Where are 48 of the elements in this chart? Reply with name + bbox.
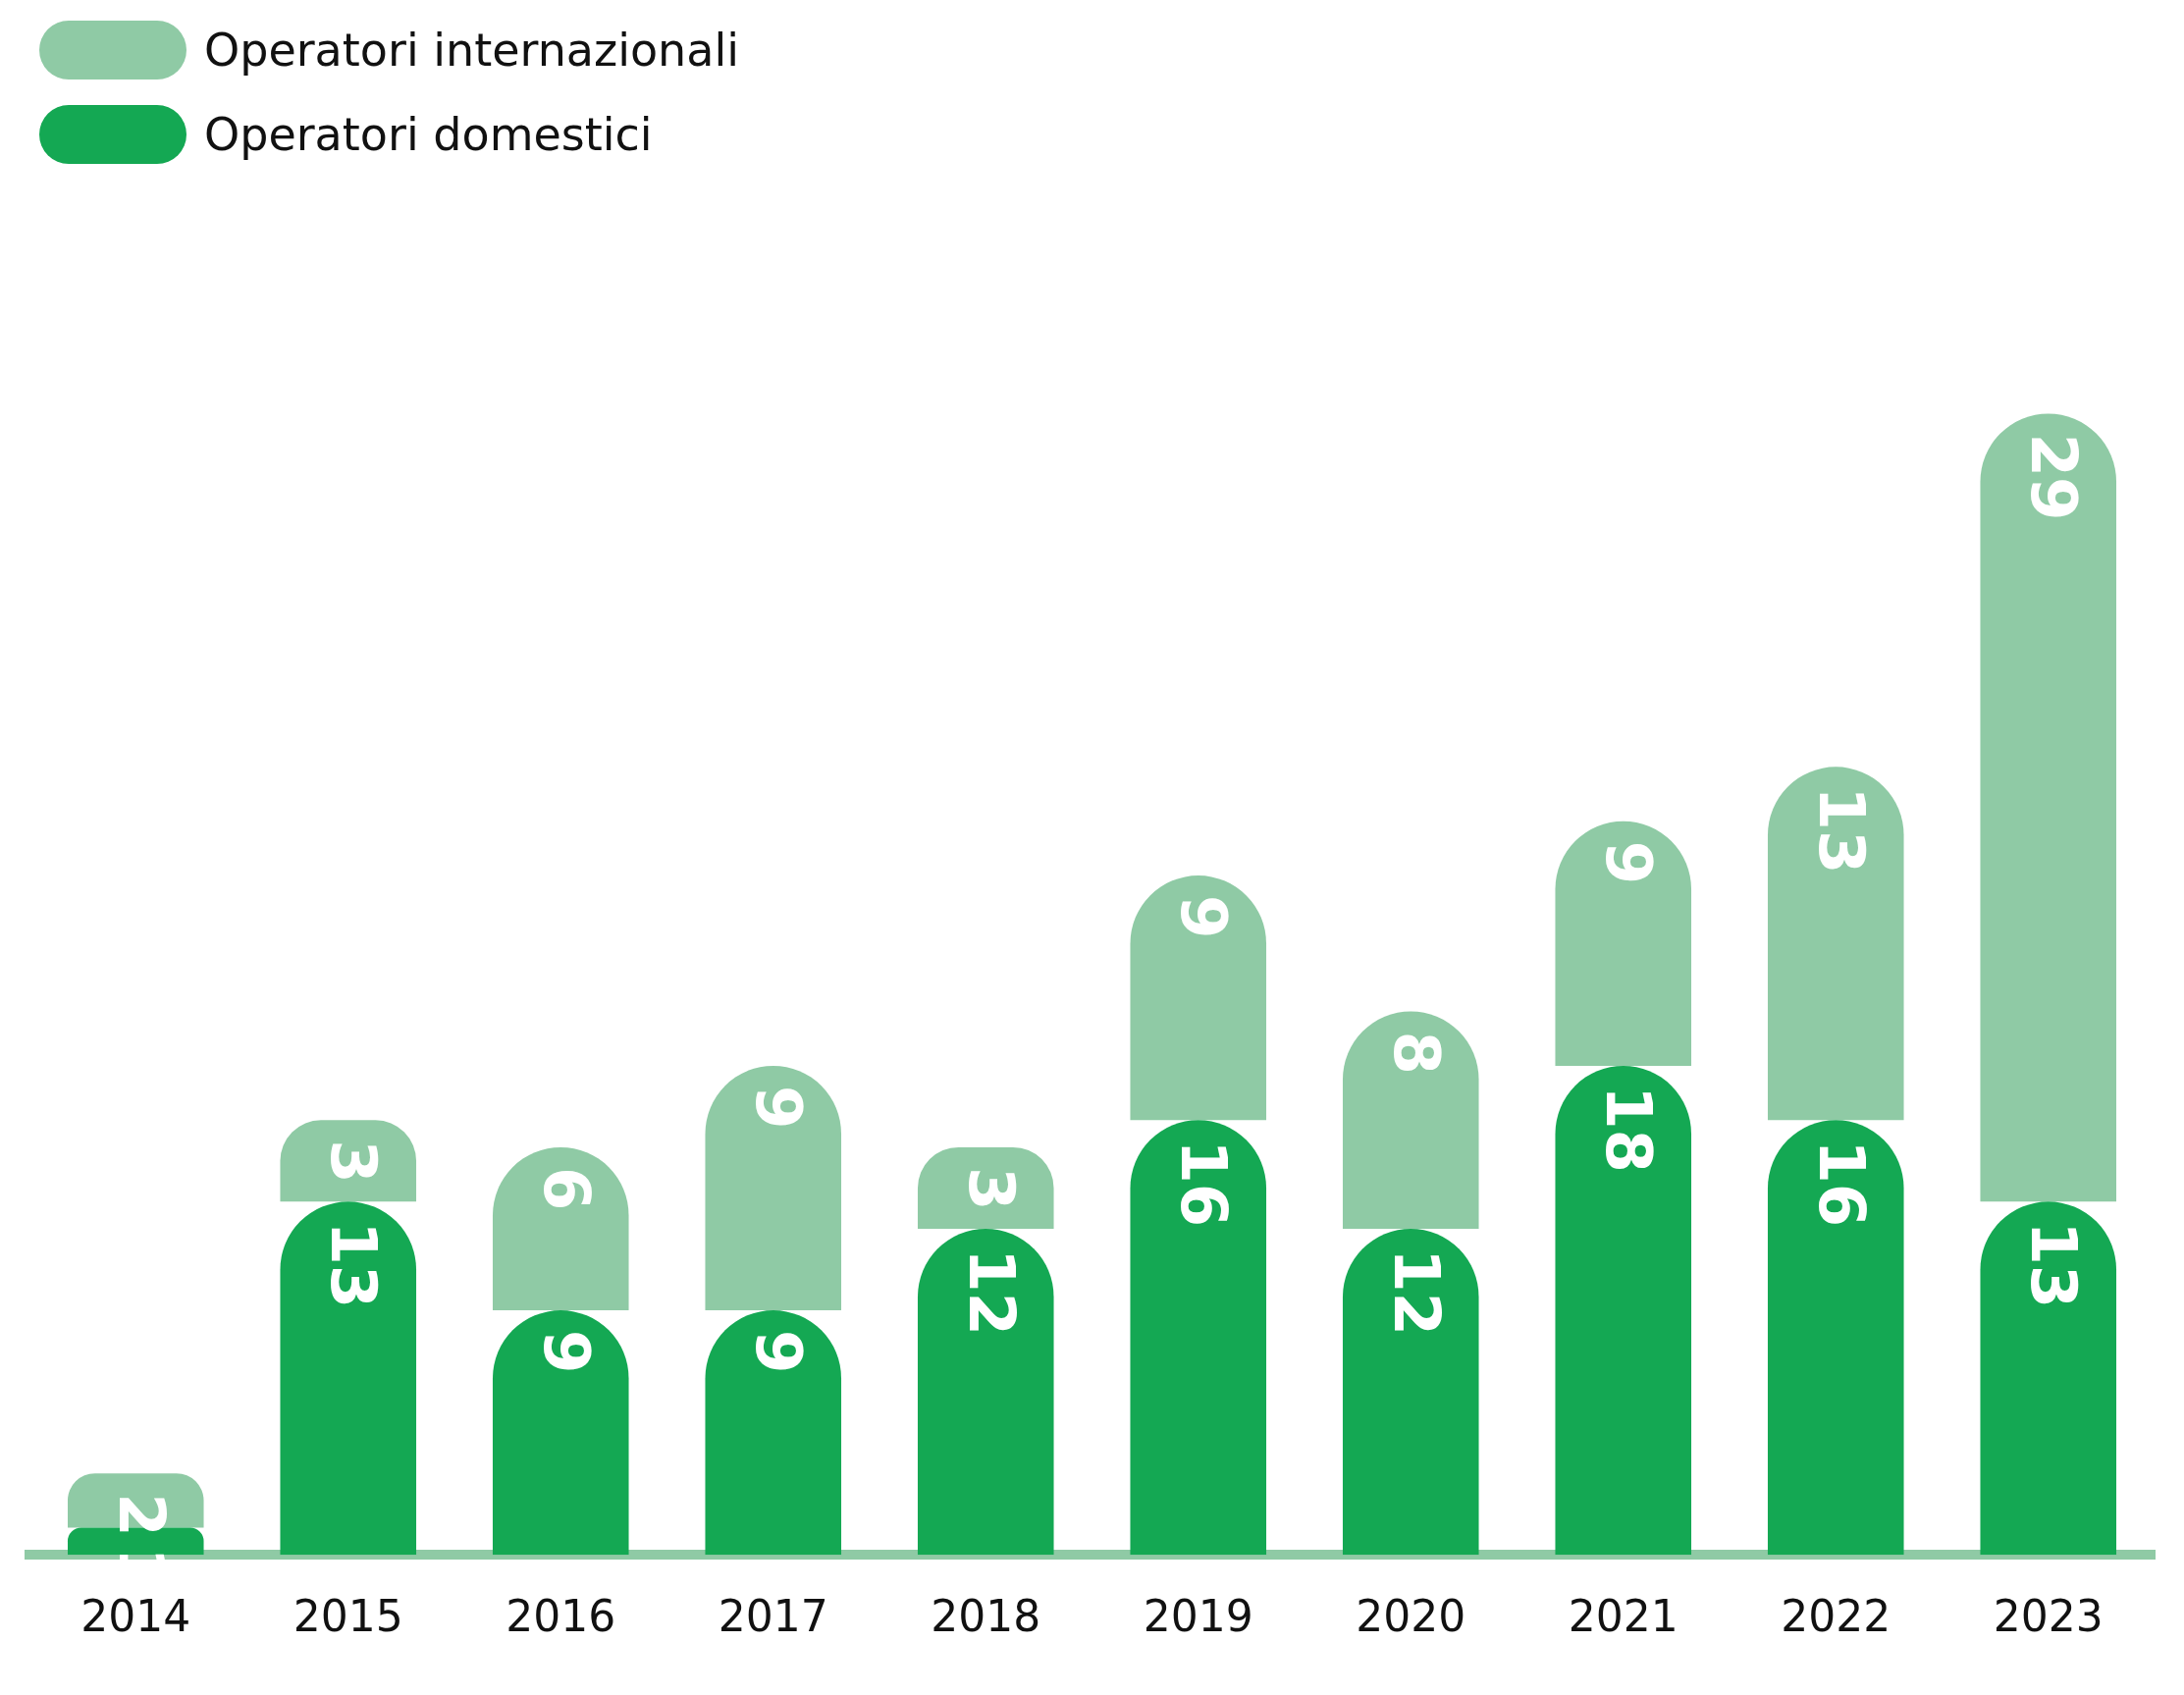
bar bbox=[917, 1146, 1054, 1229]
x-tick-label: 2020 bbox=[1356, 1591, 1466, 1642]
bar bbox=[280, 1120, 417, 1202]
bar bbox=[280, 1201, 417, 1556]
bar bbox=[1555, 1065, 1692, 1556]
data-label: 9 bbox=[742, 1330, 816, 1374]
x-tick-label: 2016 bbox=[506, 1591, 616, 1642]
x-tick-label: 2017 bbox=[718, 1591, 828, 1642]
bar bbox=[705, 1310, 842, 1556]
bar bbox=[1342, 1011, 1479, 1229]
data-label: 13 bbox=[2017, 1221, 2091, 1309]
data-label: 2 bbox=[104, 1493, 178, 1537]
bar bbox=[1130, 875, 1267, 1121]
x-tick-label: 2018 bbox=[931, 1591, 1041, 1642]
data-label: 9 bbox=[1167, 895, 1241, 939]
data-label: 9 bbox=[1592, 840, 1666, 885]
data-label: 13 bbox=[1804, 786, 1878, 874]
data-label: 29 bbox=[2017, 433, 2091, 521]
legend-label: Operatori internazionali bbox=[204, 24, 739, 77]
data-label: 6 bbox=[529, 1166, 603, 1211]
x-tick-label: 2021 bbox=[1568, 1591, 1678, 1642]
bar bbox=[1555, 821, 1692, 1066]
x-tick-label: 2019 bbox=[1143, 1591, 1253, 1642]
data-label: 12 bbox=[1379, 1247, 1453, 1337]
bar bbox=[705, 1065, 842, 1311]
data-label: 18 bbox=[1592, 1085, 1666, 1173]
bar bbox=[917, 1228, 1054, 1556]
data-label: 9 bbox=[529, 1330, 603, 1374]
data-label: 8 bbox=[1379, 1031, 1453, 1076]
bar bbox=[1767, 767, 1904, 1121]
data-label: 16 bbox=[1804, 1139, 1878, 1228]
bar bbox=[492, 1310, 629, 1556]
data-label: 16 bbox=[1167, 1139, 1241, 1228]
x-tick-label: 2022 bbox=[1781, 1591, 1891, 1642]
data-label: 9 bbox=[742, 1085, 816, 1130]
x-tick-label: 2014 bbox=[80, 1591, 191, 1642]
data-label: 12 bbox=[954, 1247, 1028, 1337]
bar bbox=[1130, 1120, 1267, 1556]
data-label: 13 bbox=[317, 1221, 391, 1309]
bar bbox=[1342, 1228, 1479, 1556]
x-tick-label: 2023 bbox=[1993, 1591, 2104, 1642]
bar bbox=[1980, 1201, 2117, 1556]
bar bbox=[1767, 1120, 1904, 1556]
data-label: 3 bbox=[954, 1166, 1028, 1211]
x-tick-label: 2015 bbox=[293, 1591, 403, 1642]
legend-label: Operatori domestici bbox=[204, 108, 653, 161]
data-label: 3 bbox=[317, 1139, 391, 1184]
bar bbox=[1980, 413, 2117, 1202]
